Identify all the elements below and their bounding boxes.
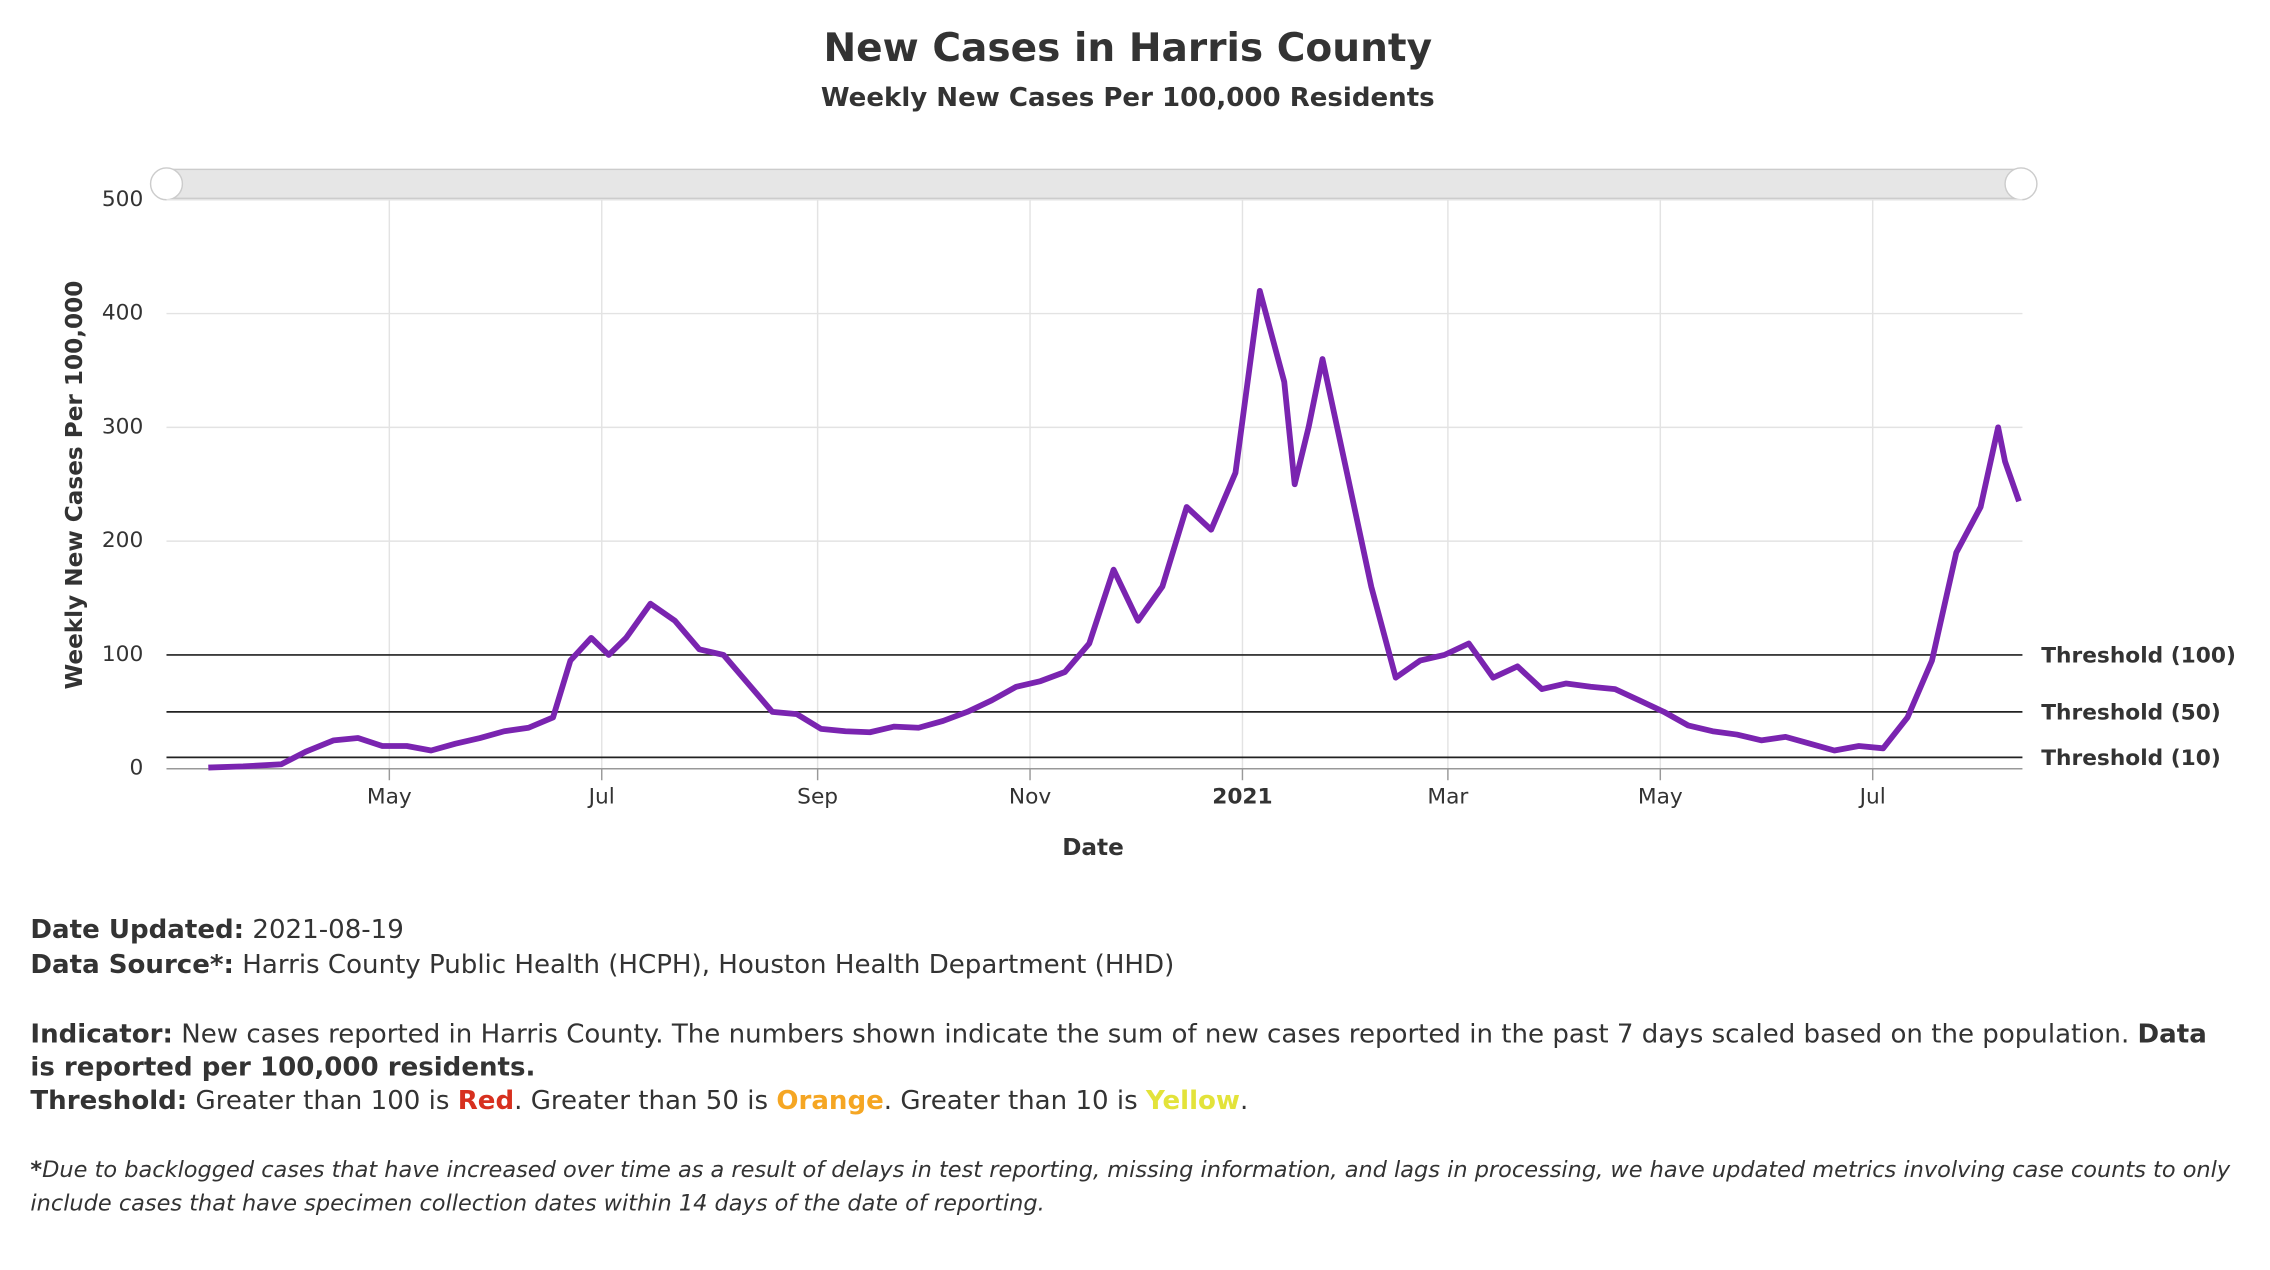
threshold-label: Threshold (50) xyxy=(2041,700,2221,725)
range-selector[interactable] xyxy=(165,168,2024,200)
x-tick-label: Mar xyxy=(1427,785,1468,810)
y-axis-label: Weekly New Cases Per 100,000 xyxy=(62,281,88,690)
text: . Greater than 10 is xyxy=(883,1085,1146,1117)
chart-subtitle: Weekly New Cases Per 100,000 Residents xyxy=(821,83,1435,113)
label: Indicator: xyxy=(30,1019,173,1050)
date-updated: Date Updated: 2021-08-19 xyxy=(30,913,2231,946)
x-axis-label: Date xyxy=(1062,835,1124,861)
indicator: Indicator: New cases reported in Harris … xyxy=(30,1018,2231,1085)
y-tick-label: 300 xyxy=(102,414,143,439)
value: Harris County Public Health (HCPH), Hous… xyxy=(242,949,1175,981)
chart-title: New Cases in Harris County xyxy=(823,26,1432,71)
mark: * xyxy=(30,1156,43,1183)
text: New cases reported in Harris County. The… xyxy=(181,1019,2130,1050)
text: . Greater than 50 is xyxy=(514,1085,777,1117)
y-tick-label: 200 xyxy=(102,528,143,553)
range-handle[interactable] xyxy=(149,167,184,201)
threshold-label: Threshold (100) xyxy=(2041,643,2236,668)
x-tick-label: Jul xyxy=(1858,785,1886,810)
data-source: Data Source*: Harris County Public Healt… xyxy=(30,948,2231,981)
footnote: *Due to backlogged cases that have incre… xyxy=(30,1154,2231,1221)
threshold: Threshold: Greater than 100 is Red. Grea… xyxy=(30,1084,2231,1117)
label: Data Source*: xyxy=(30,949,234,981)
x-tick-label: 2021 xyxy=(1212,785,1272,810)
x-tick-label: May xyxy=(1638,785,1683,810)
label: Threshold: xyxy=(30,1085,188,1117)
y-tick-label: 100 xyxy=(102,642,143,667)
label: Date Updated: xyxy=(30,914,245,946)
emphasis: Data is reported per 100,000 residents. xyxy=(30,1019,2207,1083)
value: 2021-08-19 xyxy=(252,914,404,946)
color-word: Yellow xyxy=(1145,1085,1241,1117)
text: Greater than 100 is xyxy=(195,1085,458,1117)
y-tick-label: 0 xyxy=(130,756,144,781)
x-tick-label: May xyxy=(367,785,412,810)
x-tick-label: Sep xyxy=(797,785,838,810)
x-tick-label: Nov xyxy=(1009,785,1052,810)
color-word: Red xyxy=(457,1085,515,1117)
text: . xyxy=(1240,1085,1249,1117)
data-line xyxy=(208,287,2022,771)
threshold-label: Threshold (10) xyxy=(2041,746,2221,771)
x-tick-label: Jul xyxy=(587,785,615,810)
color-word: Orange xyxy=(776,1085,884,1117)
chart: New Cases in Harris County Weekly New Ca… xyxy=(62,26,2236,861)
y-tick-label: 400 xyxy=(102,301,143,326)
text: Due to backlogged cases that have increa… xyxy=(30,1156,2231,1217)
y-tick-label: 500 xyxy=(102,187,143,212)
range-handle[interactable] xyxy=(2004,167,2038,201)
